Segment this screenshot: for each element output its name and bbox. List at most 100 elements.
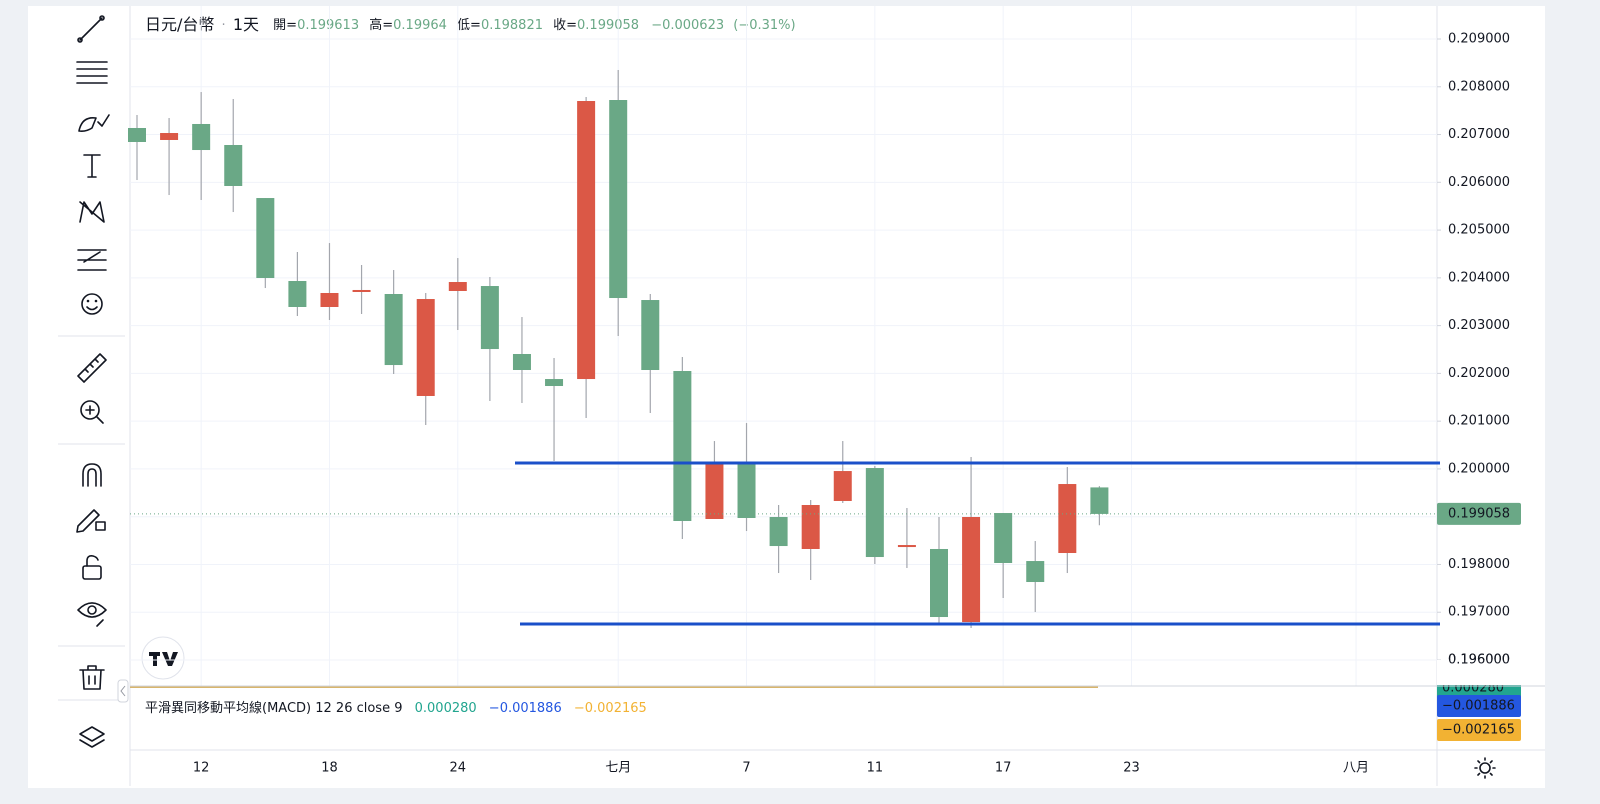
candle-body — [609, 100, 628, 299]
ohlc-value: 0.198821 — [481, 18, 543, 33]
candle-body — [160, 133, 179, 140]
ohlc-value: 0.199613 — [297, 18, 359, 33]
candle-body — [256, 198, 275, 278]
pattern-tool[interactable] — [79, 201, 105, 223]
macd-title: 平滑異同移動平均線(MACD) 12 26 close 9 — [145, 700, 402, 716]
candle-body — [480, 286, 499, 350]
layers-tool[interactable] — [79, 726, 105, 748]
prediction-tool[interactable] — [77, 249, 107, 271]
trend-line-tool[interactable] — [77, 15, 105, 43]
symbol: 日元/台幣 — [145, 15, 214, 34]
candle-body — [897, 545, 916, 548]
settings-button[interactable] — [1474, 757, 1496, 779]
collapse-icon — [120, 685, 126, 697]
candle-body — [1026, 561, 1045, 583]
ohlc-value: 0.199058 — [577, 18, 639, 33]
y-tick-label: 0.207000 — [1448, 127, 1510, 142]
candle-body — [512, 353, 531, 371]
candle-body — [641, 300, 660, 371]
x-tick-label: 23 — [1123, 761, 1140, 776]
candle-body — [1090, 487, 1109, 514]
ohlc-label: 收= — [553, 18, 577, 33]
x-tick-label: 七月 — [605, 761, 631, 776]
ohlc-label: 低= — [457, 18, 481, 33]
text-tool[interactable] — [83, 154, 101, 178]
x-tick-label: 24 — [450, 761, 467, 776]
macd-value: −0.001886 — [489, 701, 562, 716]
macd-scale-box — [1437, 695, 1521, 717]
y-tick-label: 0.205000 — [1448, 223, 1510, 238]
candle-body — [545, 379, 564, 387]
candle-body — [833, 471, 852, 501]
candle-body — [962, 516, 981, 623]
ohlc-label: 開= — [273, 18, 297, 33]
y-tick-label: 0.203000 — [1448, 318, 1510, 333]
candle-body — [673, 371, 692, 522]
y-tick-label: 0.202000 — [1448, 366, 1510, 381]
lock-drawing-tool[interactable] — [76, 509, 106, 533]
candle-body — [769, 516, 788, 547]
candle-body — [416, 299, 435, 396]
candle-body — [192, 123, 211, 151]
y-tick-label: 0.209000 — [1448, 32, 1510, 47]
candle-body — [448, 282, 467, 291]
ruler-tool[interactable] — [77, 353, 107, 383]
zoom-tool[interactable] — [80, 400, 104, 424]
macd-scale-label: −0.001886 — [1442, 699, 1515, 714]
change: −0.000623 — [651, 18, 724, 33]
y-tick-label: 0.206000 — [1448, 175, 1510, 190]
logo — [141, 636, 185, 680]
fib-tool[interactable] — [76, 61, 108, 84]
candle-body — [320, 292, 339, 307]
macd-legend: 平滑異同移動平均線(MACD) 12 26 close 9 0.000280 −… — [145, 700, 647, 716]
macd-value: −0.002165 — [574, 701, 647, 716]
ohlc-label: 高= — [369, 17, 393, 33]
macd-scale-label: −0.002165 — [1442, 723, 1515, 738]
y-tick-label: 0.201000 — [1448, 414, 1510, 429]
separator-dot: · — [222, 18, 226, 33]
candle-body — [994, 513, 1013, 563]
y-tick-label: 0.208000 — [1448, 79, 1510, 94]
last-price-label: 0.199058 — [1448, 506, 1510, 521]
delete-tool[interactable] — [79, 665, 105, 690]
y-tick-label: 0.198000 — [1448, 557, 1510, 572]
y-tick-label: 0.200000 — [1448, 461, 1510, 476]
emoji-tool[interactable] — [81, 293, 103, 315]
candle-body — [288, 281, 307, 307]
mask — [1437, 660, 1537, 685]
macd-value: 0.000280 — [415, 701, 477, 716]
x-tick-label: 八月 — [1343, 761, 1369, 776]
candle-body — [128, 127, 146, 142]
candle-body — [577, 101, 596, 380]
plot-area: 0.1960000.1970000.1980000.1990000.200000… — [128, 6, 1545, 776]
change-percent: (−0.31%) — [733, 18, 795, 33]
candle-body — [865, 468, 884, 558]
x-tick-label: 11 — [867, 761, 884, 776]
panel — [28, 6, 1545, 788]
visibility-tool[interactable] — [77, 602, 107, 627]
macd-scale-box — [1437, 719, 1521, 741]
y-tick-label: 0.196000 — [1448, 653, 1510, 668]
collapse-button[interactable] — [117, 679, 129, 703]
magnet-tool[interactable] — [82, 463, 102, 487]
toolbar — [58, 15, 125, 748]
last-price-box — [1437, 502, 1521, 525]
candle-body — [737, 464, 756, 518]
candle-body — [801, 504, 820, 549]
x-tick-label: 12 — [193, 761, 210, 776]
brush-tool[interactable] — [78, 114, 110, 132]
candle-body — [930, 548, 948, 618]
x-tick-label: 7 — [742, 761, 750, 776]
ohlc-value: 0.19964 — [393, 18, 447, 33]
candle-body — [705, 463, 724, 519]
candle-body — [352, 289, 371, 292]
candle-body — [224, 145, 243, 186]
interval: 1天 — [233, 15, 259, 34]
legend: 日元/台幣 · 1天 開=0.199613 高=0.19964 低=0.1988… — [145, 15, 796, 34]
lock-tool[interactable] — [82, 555, 102, 580]
y-tick-label: 0.197000 — [1448, 605, 1510, 620]
candle-body — [1058, 484, 1077, 554]
x-tick-label: 18 — [321, 761, 338, 776]
